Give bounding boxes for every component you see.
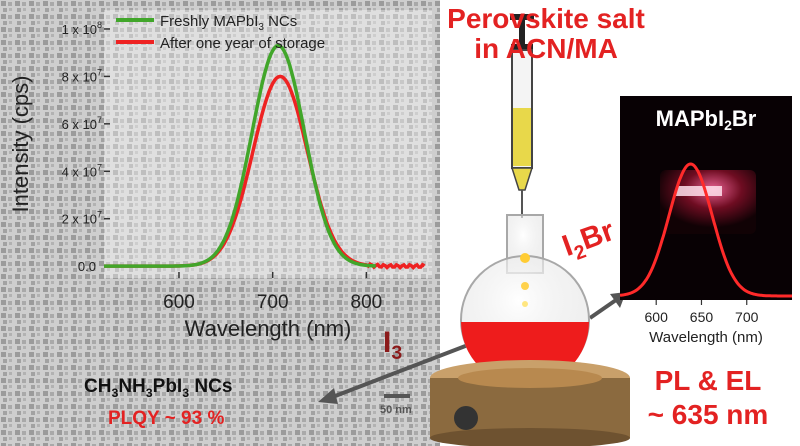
inset-series-line xyxy=(619,162,792,298)
inset-x-tick-label: 700 xyxy=(735,309,759,325)
y-tick-label: 6 x 107 xyxy=(62,115,102,132)
syringe-icon xyxy=(510,14,534,218)
inset-device-strip xyxy=(676,186,722,196)
y-axis-label: Intensity (cps) xyxy=(8,76,33,213)
inset-x-tick-label: 650 xyxy=(690,309,714,325)
inset-pl-chart: MAPbI2Br 600 650 700 Wavelength (nm) xyxy=(619,96,792,346)
nc-formula: CH3NH3PbI3 NCs xyxy=(84,376,232,400)
y-tick-label: 8 x 107 xyxy=(62,67,102,84)
inset-title: MAPbI2Br xyxy=(656,106,757,133)
perovskite-label: Perovskite salt in ACN/MA xyxy=(436,4,656,64)
formula-part: PbI xyxy=(152,376,183,397)
legend-fresh-label: Freshly MAPbI3 NCs xyxy=(160,13,297,33)
formula-part: 3 xyxy=(111,385,119,400)
y-tick-label: 1 x 108 xyxy=(62,20,102,37)
tem-background xyxy=(0,0,440,446)
formula-part: 3 xyxy=(182,385,190,400)
scale-bar-label: 50 nm xyxy=(380,404,412,416)
formula-part: NCs xyxy=(189,376,233,397)
main-plot-area xyxy=(104,10,432,278)
pl-el-line2: ~ 635 nm xyxy=(647,399,769,430)
perovskite-line2: in ACN/MA xyxy=(474,33,618,64)
arrow-to-nc xyxy=(318,343,469,404)
legend-aged-label: After one year of storage xyxy=(160,35,325,52)
pl-el-line1: PL & EL xyxy=(654,365,762,396)
x-tick-label: 800 xyxy=(351,292,383,313)
y-tick-label: 4 x 107 xyxy=(62,162,102,179)
plqy-label: PLQY ~ 93 % xyxy=(108,408,225,429)
perovskite-line1: Perovskite salt xyxy=(447,3,645,34)
x-tick-label: 600 xyxy=(163,292,195,313)
inset-x-axis-label: Wavelength (nm) xyxy=(649,329,763,346)
formula-part: 3 xyxy=(145,385,153,400)
formula-part: CH xyxy=(84,376,112,397)
i3-label: I3 xyxy=(383,326,403,364)
formula-part: NH xyxy=(118,376,146,397)
inset-x-tick-label: 600 xyxy=(645,309,669,325)
x-axis-label: Wavelength (nm) xyxy=(185,316,352,341)
series-fresh-line xyxy=(104,43,376,268)
stirrer-base-icon xyxy=(430,360,630,446)
x-tick-label: 700 xyxy=(257,292,289,313)
y-tick-label: 0.0 xyxy=(78,259,96,274)
y-tick-label: 2 x 107 xyxy=(62,210,102,227)
main-pl-chart: 0.0 2 x 107 4 x 107 6 x 107 8 x 107 1 x 108 60… xyxy=(8,10,432,341)
tem-wash xyxy=(0,0,440,446)
pl-el-label: PL & EL ~ 635 nm xyxy=(616,364,800,432)
